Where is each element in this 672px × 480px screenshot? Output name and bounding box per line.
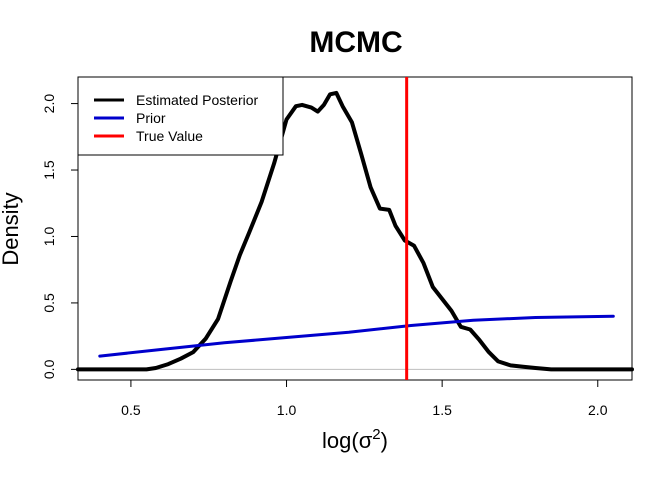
y-tick-label-4: 2.0 — [41, 94, 57, 114]
x-axis-label-prefix: log( — [322, 428, 359, 453]
x-tick-label-0: 0.5 — [121, 402, 141, 418]
legend-label-0: Estimated Posterior — [136, 92, 258, 108]
x-tick-label-3: 2.0 — [588, 402, 608, 418]
legend-label-2: True Value — [136, 128, 203, 144]
legend-label-1: Prior — [136, 110, 166, 126]
x-axis-label: log(σ2) — [322, 426, 388, 453]
plot-frame — [77, 76, 633, 381]
legend-box — [77, 76, 284, 156]
series-line-estimated-posterior — [76, 90, 634, 372]
y-tick-label-3: 1.5 — [41, 160, 57, 180]
y-tick-label-1: 0.5 — [41, 293, 57, 313]
x-axis-label-superscript: 2 — [372, 426, 380, 443]
legend: Estimated Posterior Prior True Value — [77, 76, 284, 156]
x-tick-label-2: 1.5 — [432, 402, 452, 418]
series-layer — [76, 90, 634, 372]
y-tick-label-0: 0.0 — [41, 359, 57, 379]
series-line-prior — [98, 314, 615, 358]
y-tick-label-2: 1.0 — [41, 227, 57, 247]
x-tick-label-1: 1.0 — [277, 402, 297, 418]
y-axis: 0.0 0.5 1.0 1.5 2.0 — [41, 94, 78, 379]
x-axis-label-suffix: ) — [381, 428, 388, 453]
chart-title: MCMC — [309, 26, 402, 59]
y-axis-label: Density — [0, 192, 23, 265]
x-axis: 0.5 1.0 1.5 2.0 — [121, 380, 608, 418]
x-axis-label-base: σ — [359, 428, 373, 453]
